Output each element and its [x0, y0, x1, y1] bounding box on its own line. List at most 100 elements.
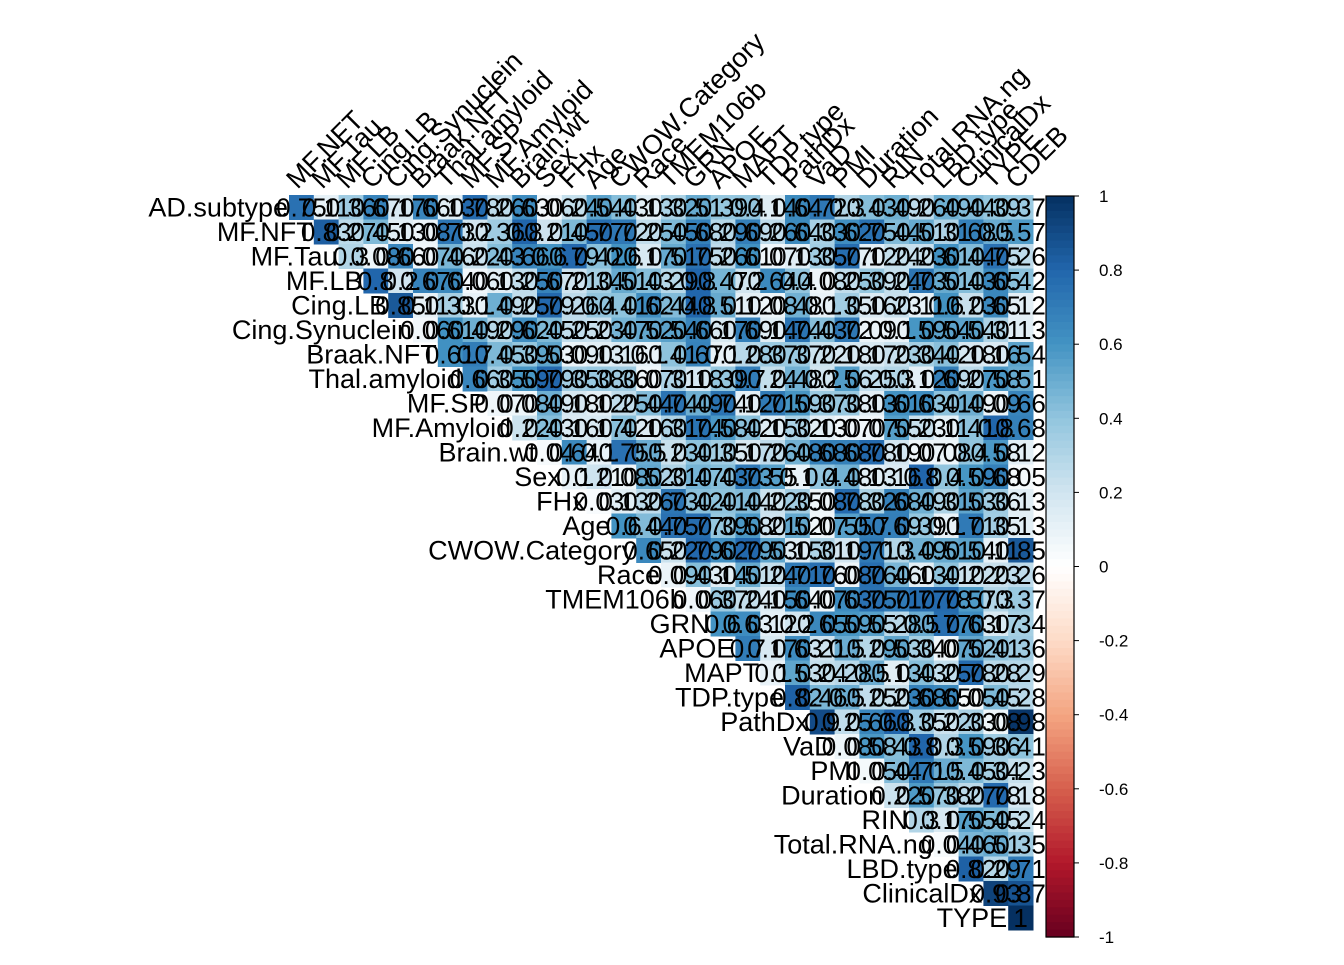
cell-Thal.amyloid-Race — [636, 366, 662, 392]
cell-PMI-LBD.type — [933, 758, 960, 784]
cell-Braak.NFT-PMI — [834, 342, 860, 367]
cell-MF.Tau-Duration — [859, 244, 885, 269]
legend-swatch — [1046, 618, 1074, 627]
cell-value: 0.13 — [846, 462, 897, 492]
legend-swatch — [1046, 714, 1074, 723]
cell-Sex-LBD.type — [933, 464, 960, 490]
cell-value: 0.17 — [698, 315, 749, 345]
cell-value: 0.57 — [946, 584, 997, 614]
cell-Cing.Synuclein-PMI — [834, 317, 860, 343]
cell-value: 0.68 — [970, 462, 1021, 492]
cell-value: 0.07 — [921, 633, 972, 663]
cell-value: 0.68 — [995, 413, 1046, 443]
legend-swatch — [1046, 522, 1074, 531]
cell-value: 0.12 — [722, 388, 773, 418]
cell-value: 0.35 — [698, 437, 749, 467]
cell-value: 0.68 — [673, 217, 724, 247]
cell-value: 0.34 — [896, 339, 947, 369]
cell-value: 0.18 — [995, 780, 1046, 810]
cell-value: 0.64 — [772, 217, 823, 247]
cell-value: 0.71 — [995, 854, 1046, 884]
cell-value: 0.74 — [772, 315, 823, 345]
cell-MF.LB-MF.Amyloid — [487, 268, 513, 294]
cell-value: 0.41 — [698, 486, 749, 516]
cell-value: 0.3 — [333, 241, 369, 271]
cell-value: 0.93 — [970, 878, 1021, 908]
cell-FHx-Total.RNA.ng — [909, 489, 935, 514]
cell-value: 0.3 — [928, 731, 964, 761]
cell-value: 0.8 — [978, 413, 1014, 443]
cell-value: 0.41 — [921, 560, 972, 590]
cell-value: 0.7 — [730, 633, 766, 663]
cell-value: 0.39 — [698, 511, 749, 541]
legend-swatch — [1046, 359, 1074, 368]
cell-AD.subtype-APOE — [710, 195, 736, 220]
cell-value: 0.43 — [598, 192, 649, 222]
cell-Thal.amyloid-VaD — [809, 366, 836, 392]
cell-value: 0.44 — [946, 192, 997, 222]
cell-Braak.NFT-TYPE — [983, 342, 1009, 367]
cell-MF.NFT-Total.RNA.ng — [909, 219, 935, 245]
cell-FHx-PMI — [834, 489, 860, 514]
cell-MAPT-TDP.type — [760, 660, 786, 686]
cell-value: 0.62 — [822, 217, 873, 247]
legend-swatch — [1046, 499, 1074, 508]
cell-Brain.wt-TMEM106b — [661, 440, 687, 465]
row-label: Age — [562, 511, 610, 541]
legend-tick-label: -0.4 — [1099, 706, 1128, 725]
legend-swatch — [1046, 566, 1074, 575]
cell-value: 0.39 — [698, 192, 749, 222]
cell-value: 0.51 — [970, 829, 1021, 859]
cell-MF.LB-LBD.type — [933, 268, 960, 294]
cell-value: 0.32 — [648, 192, 699, 222]
cell-Cing.Synuclein-PathDx — [785, 317, 811, 343]
cell-Cing.LB-APOE — [710, 293, 736, 318]
cell-MF.NFT-MF.SP — [462, 219, 488, 245]
cell-VaD-CDEB — [1008, 734, 1034, 759]
cell-value: 0.52 — [946, 633, 997, 663]
cell-value: 0.8 — [680, 266, 716, 296]
cell-value: 0.25 — [598, 388, 649, 418]
cell-value: 0.57 — [995, 217, 1046, 247]
cell-value: 0.08 — [921, 437, 972, 467]
cell-value: 0.08 — [747, 290, 798, 320]
cell-value: 0.25 — [822, 707, 873, 737]
cell-LBD.type-TYPE — [983, 856, 1009, 882]
cell-Age-Duration — [859, 513, 885, 539]
cell-APOE-PMI — [834, 636, 860, 661]
cell-ClinicalDx-CDEB — [1008, 881, 1034, 906]
legend-swatch — [1046, 344, 1074, 353]
legend-swatch — [1046, 685, 1074, 694]
cell-value: 0.35 — [995, 829, 1046, 859]
legend-swatch — [1046, 262, 1074, 271]
cell-value: 0.29 — [648, 266, 699, 296]
cell-Total.RNA.ng-TYPE — [983, 832, 1009, 857]
cell-MF.SP-LBD.type — [933, 391, 960, 416]
cell-MAPT-CDEB — [1008, 660, 1034, 686]
cell-Cing.LB-Braak.NFT — [413, 293, 439, 318]
cell-MF.NFT-Braak.NFT — [413, 219, 439, 245]
cell-value: 0.54 — [995, 339, 1046, 369]
cell-TMEM106b-PathDx — [785, 587, 811, 612]
cell-value: 0.04 — [921, 829, 972, 859]
cell-Brain.wt-ClinicalDx — [958, 440, 984, 465]
cell-value: 0.64 — [425, 266, 476, 296]
cell-value: 0.53 — [524, 339, 575, 369]
cell-value: 0.3 — [978, 584, 1014, 614]
cell-value: 0.26 — [549, 290, 600, 320]
cell-LBD.type-CDEB — [1008, 856, 1034, 882]
cell-value: 0.13 — [375, 217, 426, 247]
cell-APOE-RIN — [884, 636, 910, 661]
cell-MF.Tau-RIN — [884, 244, 910, 269]
cell-value: 0.17 — [970, 609, 1021, 639]
cell-value: 0.49 — [896, 486, 947, 516]
cell-value: 0.75 — [673, 241, 724, 271]
cell-value: 0.45 — [648, 217, 699, 247]
cell-MF.NFT-MF.Tau — [313, 219, 340, 245]
legend-tick-label: 0 — [1099, 558, 1108, 577]
cell-value: 0.13 — [474, 266, 525, 296]
cell-TMEM106b-TYPE — [983, 587, 1009, 612]
cell-Sex-VaD — [809, 464, 836, 490]
cell-AD.subtype-MF.Amyloid — [487, 195, 513, 220]
